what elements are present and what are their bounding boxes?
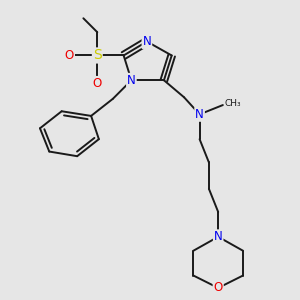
Text: N: N [214,230,223,243]
Text: O: O [93,77,102,90]
Text: N: N [127,74,136,87]
Text: S: S [93,49,102,62]
Text: N: N [195,108,204,121]
Text: O: O [214,281,223,294]
Text: N: N [142,35,151,48]
Text: CH₃: CH₃ [224,99,241,108]
Text: O: O [65,49,74,62]
